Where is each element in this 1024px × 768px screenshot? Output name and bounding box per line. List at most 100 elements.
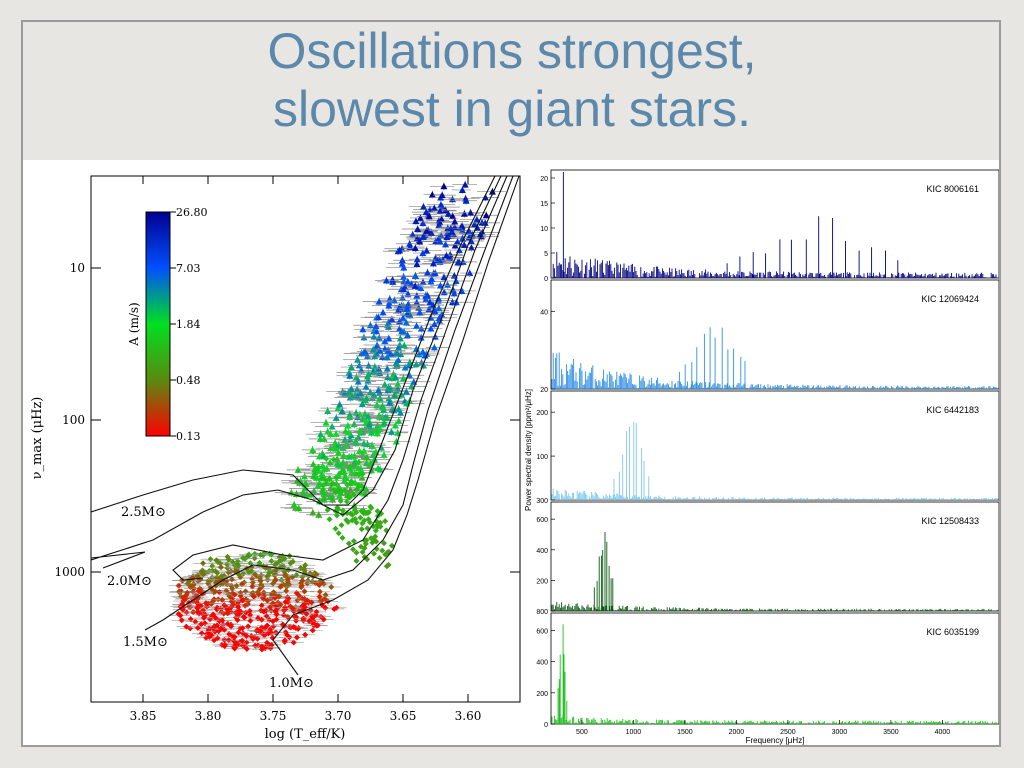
giant-star-point [383,413,391,421]
giant-star-point [320,435,328,442]
dwarf-star-point [243,639,250,646]
y-tick-label: 0 [544,276,548,283]
giant-star-point [451,217,459,225]
subgiant-star-point [361,554,368,561]
giant-star-point [460,241,468,248]
plot-frame [90,175,521,703]
x-tick-label: 3500 [883,729,899,736]
subgiant-star-point [321,495,328,502]
subgiant-star-point [332,489,339,496]
dwarf-star-point [266,569,273,576]
subgiant-star-point [332,525,339,532]
giant-star-point [342,474,350,482]
dwarf-star-point [268,641,275,648]
dwarf-star-point [239,597,246,604]
giant-star-point [334,404,342,412]
giant-star-point [332,430,340,437]
y-tick-label: 100 [62,413,85,427]
dwarf-star-point [240,555,247,562]
giant-star-point [462,197,470,204]
giant-star-point [361,347,369,355]
dwarf-star-point [233,582,240,589]
giant-star-point [394,380,402,387]
subgiant-star-point [350,538,357,545]
dwarf-star-point [254,627,261,634]
giant-star-point [363,394,371,402]
dwarf-star-point [189,575,196,582]
subgiant-star-point [310,448,317,455]
dwarf-star-point [248,567,255,574]
giant-star-point [444,210,452,217]
dwarf-star-point [273,611,280,618]
x-axis-label: log (T_eff/K) [265,727,346,742]
giant-star-point [310,487,318,494]
track-labels: 2.5M⊙ 2.0M⊙ 1.5M⊙ 1.0M⊙ [107,505,314,691]
dwarf-star-point [322,604,329,611]
dwarf-star-point [267,626,274,633]
subgiant-star-point [323,455,330,462]
giant-star-point [369,346,377,353]
giant-star-point [416,238,424,245]
giant-star-point [384,373,392,381]
giant-star-point [373,327,381,335]
dwarf-star-point [246,608,253,615]
subgiant-star-point [338,461,345,468]
giant-star-point [368,442,376,449]
giant-star-point [397,409,405,416]
giant-star-point [383,365,391,372]
slide-title-line-1: Oscillations strongest, [267,23,757,79]
subgiant-star-point [382,551,389,558]
dwarf-star-point [272,603,279,610]
giant-star-point [406,311,414,319]
dwarf-star-point [261,608,268,615]
dwarf-star-point [176,589,183,596]
giant-star-point [399,314,407,321]
dwarf-star-point [227,604,234,611]
spectrum-label: KIC 12069424 [921,294,979,304]
giant-star-point [371,352,379,360]
spectrum-panel: 0 5 10 15 20 KIC 8006161 [540,169,999,283]
giant-star-point [449,212,457,219]
y-axis: 10 100 1000 [54,261,520,579]
giant-star-point [412,360,420,368]
dwarf-star-point [214,569,221,576]
giant-star-point [385,302,393,309]
giant-star-point [373,426,381,433]
giant-star-point [411,244,419,252]
x-axis-label: Frequency [μHz] [746,736,805,745]
dwarf-star-point [281,607,288,614]
subgiant-star-point [345,540,352,547]
giant-star-point [423,247,431,254]
giant-star-point [404,290,412,297]
giant-star-point [376,394,384,401]
dwarf-star-point [272,607,279,614]
giant-star-point [315,511,323,518]
giant-star-point [409,231,417,238]
dwarf-star-point [249,583,256,590]
giant-star-point [309,508,317,516]
giant-star-point [295,504,303,512]
dwarf-star-point [231,637,238,644]
giant-star-point [400,264,408,271]
giant-star-point [431,320,439,328]
dwarf-star-point [240,570,247,577]
subgiant-star-point [381,540,388,547]
giant-star-point [413,322,421,329]
subgiant-star-point [344,481,351,488]
giant-star-point [357,465,365,472]
track-line [91,176,496,513]
dwarf-star-point [281,637,288,644]
dwarf-star-point [212,588,219,595]
subgiant-star-point [357,514,364,521]
dwarf-star-point [268,557,275,564]
dwarf-star-point [224,609,231,616]
subgiant-star-point [365,509,372,516]
dwarf-star-point [231,591,238,598]
dwarf-star-point [256,559,263,566]
subgiant-star-point [359,471,366,478]
spectrum-label: KIC 8006161 [926,184,979,194]
giant-star-point [371,368,379,376]
dwarf-star-point [241,614,248,621]
giant-star-point [438,191,446,199]
giant-star-point [420,203,428,210]
